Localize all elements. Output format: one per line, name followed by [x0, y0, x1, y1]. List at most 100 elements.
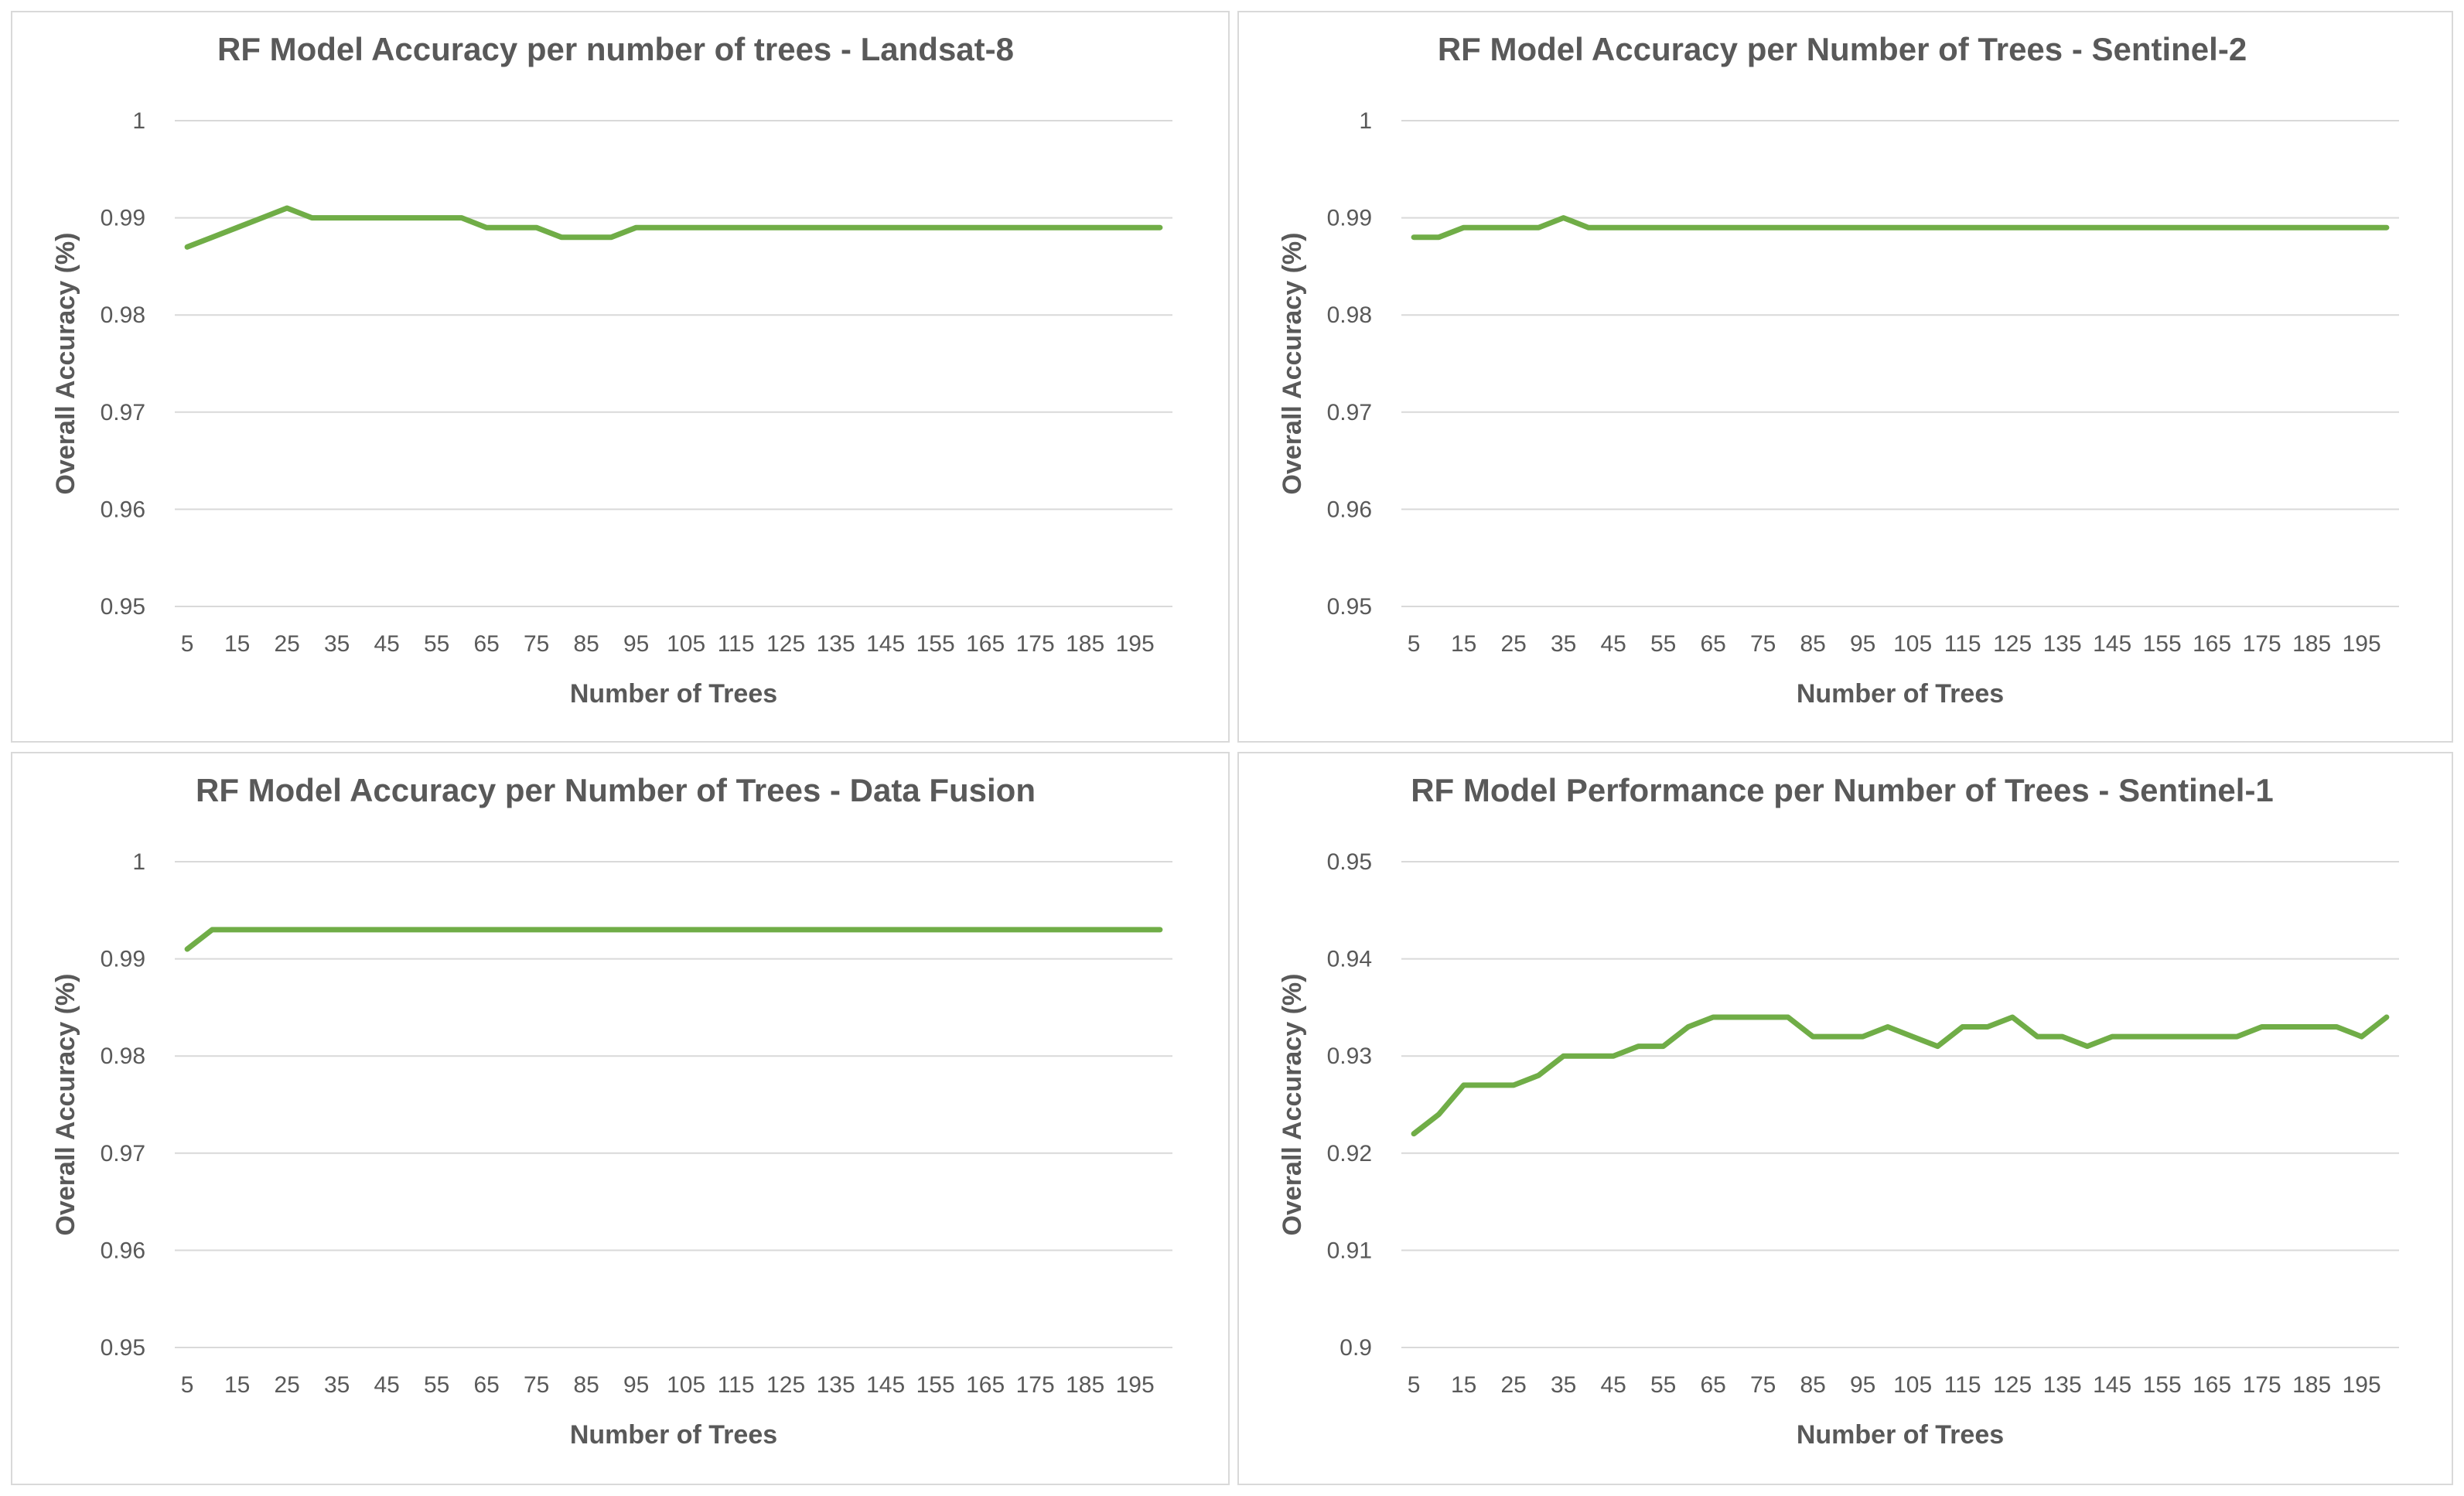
x-tick-label: 15 [224, 631, 250, 657]
data-point [1686, 1025, 1691, 1030]
data-point [1686, 225, 1691, 230]
chart-title: RF Model Accuracy per Number of Trees - … [196, 772, 1036, 808]
x-tick-label: 155 [916, 631, 955, 657]
data-point [609, 927, 613, 932]
chart-svg: RF Model Accuracy per number of trees - … [51, 31, 1172, 709]
data-point [1462, 225, 1466, 230]
data-point [1985, 225, 1990, 230]
data-point [1058, 225, 1063, 230]
data-point [360, 216, 364, 220]
y-tick-label: 1 [132, 108, 145, 134]
data-point [1935, 1044, 1940, 1049]
data-point [2334, 1025, 2339, 1030]
data-point [1961, 1025, 1965, 1030]
data-point [260, 927, 264, 932]
y-tick-label: 0.96 [1327, 497, 1372, 522]
data-point [2285, 1025, 2289, 1030]
y-tick-label: 0.91 [1327, 1238, 1372, 1263]
x-tick-label: 75 [524, 631, 549, 657]
data-point [1886, 225, 1890, 230]
data-point [2210, 1034, 2214, 1039]
data-point [2384, 225, 2389, 230]
data-point [1910, 225, 1915, 230]
data-point [1158, 927, 1162, 932]
data-point [834, 225, 838, 230]
data-point [2185, 225, 2189, 230]
data-point [2010, 1015, 2015, 1020]
data-point [1083, 927, 1087, 932]
y-tick-label: 0.92 [1327, 1141, 1372, 1166]
data-point [908, 225, 913, 230]
x-tick-label: 35 [1551, 631, 1576, 657]
y-tick-label: 0.99 [101, 947, 145, 972]
y-axis-title: Overall Accuracy (%) [51, 233, 80, 495]
data-point [1486, 1083, 1491, 1088]
x-tick-label: 35 [324, 631, 350, 657]
data-point [285, 927, 289, 932]
data-point [210, 927, 214, 932]
x-tick-label: 135 [2043, 1372, 2082, 1398]
x-tick-label: 85 [1800, 631, 1825, 657]
data-point [2035, 1034, 2039, 1039]
x-tick-label: 25 [1500, 1372, 1526, 1398]
data-point [235, 927, 240, 932]
data-point [684, 927, 688, 932]
data-point [808, 225, 813, 230]
x-tick-label: 65 [1700, 631, 1725, 657]
data-point [1711, 225, 1715, 230]
y-tick-label: 0.9 [1340, 1335, 1372, 1361]
x-tick-label: 105 [1893, 1372, 1932, 1398]
data-point [933, 225, 938, 230]
x-tick-label: 55 [1650, 1372, 1676, 1398]
data-point [484, 927, 489, 932]
x-tick-label: 105 [1893, 631, 1932, 657]
data-point [734, 225, 739, 230]
data-point [260, 216, 264, 220]
data-point [783, 225, 788, 230]
data-point [2160, 1034, 2165, 1039]
chart-title: RF Model Performance per Number of Trees… [1411, 772, 2274, 808]
x-tick-label: 165 [2193, 1372, 2231, 1398]
y-axis-title: Overall Accuracy (%) [51, 974, 80, 1236]
data-point [1561, 1054, 1566, 1058]
data-point [384, 216, 389, 220]
y-tick-label: 0.99 [1327, 206, 1372, 231]
data-point [933, 927, 938, 932]
x-tick-label: 115 [718, 631, 755, 657]
data-point [2035, 225, 2039, 230]
x-tick-label: 195 [2343, 1372, 2381, 1398]
data-point [1611, 1054, 1616, 1058]
x-tick-label: 145 [2093, 1372, 2131, 1398]
x-tick-label: 95 [623, 1372, 649, 1398]
data-point [409, 927, 414, 932]
data-point [509, 225, 514, 230]
x-tick-label: 55 [424, 631, 449, 657]
y-axis-title: Overall Accuracy (%) [1278, 233, 1307, 495]
data-point [1486, 225, 1491, 230]
data-point [1033, 927, 1038, 932]
data-point [1761, 225, 1766, 230]
data-point [2185, 1034, 2189, 1039]
data-point [1586, 225, 1591, 230]
data-point [309, 927, 314, 932]
x-tick-label: 185 [1066, 631, 1104, 657]
x-tick-label: 125 [1993, 1372, 2032, 1398]
data-point [1835, 225, 1840, 230]
y-tick-label: 0.95 [1327, 594, 1372, 620]
x-tick-label: 145 [2093, 631, 2131, 657]
x-tick-label: 95 [623, 631, 649, 657]
data-point [1008, 225, 1012, 230]
data-point [309, 216, 314, 220]
x-tick-label: 175 [2243, 631, 2281, 657]
x-axis-title: Number of Trees [570, 1420, 777, 1450]
x-tick-label: 165 [966, 1372, 1005, 1398]
data-point [834, 927, 838, 932]
y-tick-label: 0.98 [101, 302, 145, 328]
x-tick-label: 85 [573, 631, 599, 657]
x-tick-label: 85 [573, 1372, 599, 1398]
chart-panel-data-fusion: RF Model Accuracy per Number of Trees - … [11, 752, 1230, 1485]
x-tick-label: 195 [1116, 631, 1155, 657]
data-point [2384, 1015, 2389, 1020]
data-point [2360, 225, 2364, 230]
x-tick-label: 105 [667, 1372, 705, 1398]
